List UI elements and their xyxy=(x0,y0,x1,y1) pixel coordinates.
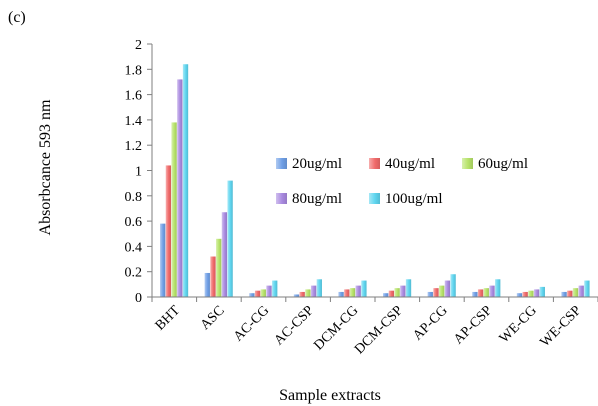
bar-bht-20ug-ml xyxy=(160,223,166,297)
bar-we-cg-100ug-ml xyxy=(539,286,545,297)
bar-dcm-cg-80ug-ml xyxy=(355,285,361,297)
y-tick-label: 0.4 xyxy=(125,240,143,255)
bar-ap-cg-80ug-ml xyxy=(444,280,451,297)
x-tick-label: BHT xyxy=(153,303,184,334)
legend-label: 100ug/ml xyxy=(385,191,443,207)
bar-dcm-cg-100ug-ml xyxy=(361,280,367,297)
panel-label: (c) xyxy=(8,9,26,26)
bar-we-cg-80ug-ml xyxy=(533,289,540,297)
legend-swatch xyxy=(276,158,287,169)
x-tick-label: AC-CSP xyxy=(272,303,317,348)
bar-dcm-cg-60ug-ml xyxy=(349,288,356,297)
bar-ap-cg-60ug-ml xyxy=(439,285,445,297)
legend-swatch xyxy=(369,158,380,169)
bar-ac-csp-20ug-ml xyxy=(293,294,300,297)
legend: 20ug/ml 40ug/ml 60ug/ml 80ug/ml 100ug/ml xyxy=(276,156,528,207)
x-tick-label: WE-CSP xyxy=(538,303,585,350)
bar-we-cg-40ug-ml xyxy=(522,291,528,297)
bar-ap-cg-20ug-ml xyxy=(427,291,433,297)
bar-bht-100ug-ml xyxy=(182,64,189,298)
bar-asc-80ug-ml xyxy=(221,212,228,297)
bar-asc-100ug-ml xyxy=(227,180,233,297)
legend-label: 20ug/ml xyxy=(292,156,342,172)
bar-ap-csp-100ug-ml xyxy=(495,279,501,297)
bar-ac-cg-40ug-ml xyxy=(254,290,261,297)
bar-we-csp-40ug-ml xyxy=(567,290,573,297)
bar-ap-csp-60ug-ml xyxy=(483,288,489,297)
bar-asc-20ug-ml xyxy=(204,272,210,297)
x-tick-label: DCM-CSP xyxy=(352,303,406,357)
y-tick-label: 1 xyxy=(135,165,142,180)
y-tick-label: 0.2 xyxy=(125,266,143,281)
legend-swatch xyxy=(369,193,380,204)
y-axis-title: Absorbcance 593 nm xyxy=(37,99,54,236)
legend-label: 40ug/ml xyxy=(385,156,435,172)
bar-we-cg-60ug-ml xyxy=(528,290,534,297)
bar-ac-cg-100ug-ml xyxy=(272,280,278,297)
legend-swatch xyxy=(462,158,473,169)
bar-asc-60ug-ml xyxy=(216,238,222,297)
bar-dcm-csp-40ug-ml xyxy=(388,290,395,297)
bar-dcm-csp-100ug-ml xyxy=(405,279,412,297)
bar-ac-cg-80ug-ml xyxy=(266,285,272,297)
bar-ac-csp-40ug-ml xyxy=(299,291,305,297)
y-tick-label: 1.6 xyxy=(125,89,143,104)
plot-area xyxy=(160,64,590,298)
bar-dcm-cg-40ug-ml xyxy=(344,289,350,297)
bar-dcm-cg-20ug-ml xyxy=(338,291,344,297)
bar-we-csp-80ug-ml xyxy=(578,285,584,297)
y-tick-label: 0 xyxy=(135,291,142,306)
bar-ac-cg-20ug-ml xyxy=(249,293,255,297)
y-tick-label: 1.4 xyxy=(125,114,143,129)
y-axis: 0 0.2 0.4 0.6 0.8 1 1.2 1.4 1.6 1.8 2 xyxy=(125,38,153,306)
bar-bht-60ug-ml xyxy=(171,122,177,298)
legend-label: 60ug/ml xyxy=(478,156,528,172)
bar-ac-cg-60ug-ml xyxy=(260,289,266,297)
bar-we-csp-60ug-ml xyxy=(572,288,579,297)
y-tick-label: 1.2 xyxy=(125,139,143,154)
bar-asc-40ug-ml xyxy=(210,256,216,297)
bar-ac-csp-80ug-ml xyxy=(310,285,317,297)
x-tick-label: ASC xyxy=(198,303,228,333)
bar-dcm-csp-60ug-ml xyxy=(394,288,400,297)
bar-ac-csp-100ug-ml xyxy=(316,279,322,297)
x-tick-label: AP-CG xyxy=(410,303,450,343)
legend-label: 80ug/ml xyxy=(292,191,342,207)
bar-we-csp-20ug-ml xyxy=(561,291,567,297)
x-tick-label: WE-CG xyxy=(497,303,540,346)
y-tick-label: 1.8 xyxy=(125,63,143,78)
bar-ap-cg-40ug-ml xyxy=(433,288,439,297)
legend-swatch xyxy=(276,193,287,204)
x-tick-label: AC-CG xyxy=(231,303,272,344)
y-tick-label: 0.6 xyxy=(125,215,143,230)
bar-ap-cg-100ug-ml xyxy=(450,274,456,297)
bar-dcm-csp-20ug-ml xyxy=(383,293,389,297)
x-tick-label: AP-CSP xyxy=(451,303,495,347)
bar-ac-csp-60ug-ml xyxy=(305,289,311,297)
bar-ap-csp-80ug-ml xyxy=(489,285,495,297)
bar-we-cg-20ug-ml xyxy=(516,293,523,297)
bar-bht-40ug-ml xyxy=(165,165,172,297)
x-axis-title: Sample extracts xyxy=(279,387,381,404)
bar-dcm-csp-80ug-ml xyxy=(400,285,406,297)
bar-bht-80ug-ml xyxy=(177,79,183,297)
y-tick-label: 2 xyxy=(135,38,142,53)
bar-ap-csp-20ug-ml xyxy=(472,291,478,297)
bar-ap-csp-40ug-ml xyxy=(477,289,484,297)
bar-we-csp-100ug-ml xyxy=(584,280,590,297)
y-tick-label: 0.8 xyxy=(125,190,143,205)
